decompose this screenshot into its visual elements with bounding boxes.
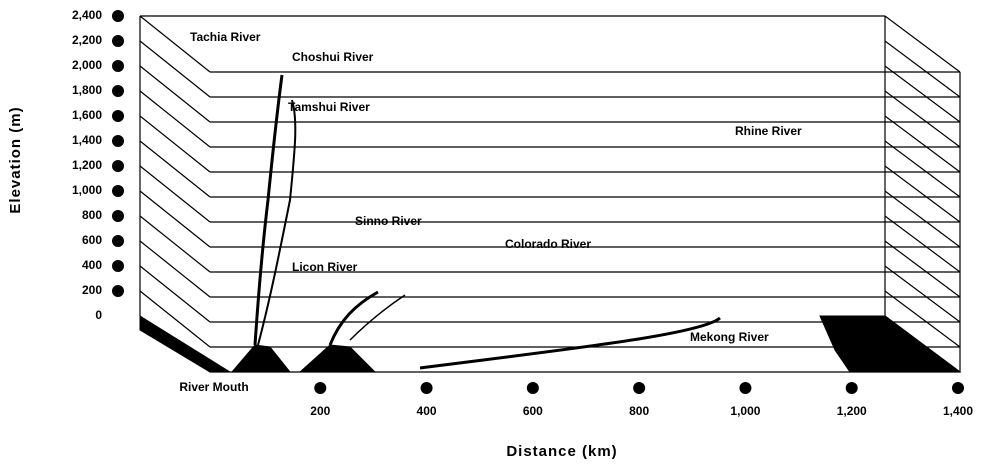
river-label: Mekong River bbox=[690, 330, 769, 344]
y-tick-dot bbox=[112, 10, 124, 22]
river-label: Tachia River bbox=[190, 30, 261, 44]
y-axis-title: Elevation (m) bbox=[7, 106, 24, 213]
x-tick-dot bbox=[846, 382, 858, 394]
grid-line bbox=[140, 141, 210, 197]
x-tick-dot bbox=[739, 382, 751, 394]
river-label: Rhine River bbox=[735, 124, 802, 138]
y-tick-label: 1,000 bbox=[72, 183, 102, 197]
x-tick-label: 1,400 bbox=[943, 404, 973, 418]
y-tick-label: 2,400 bbox=[72, 8, 102, 22]
x-tick-dot bbox=[633, 382, 645, 394]
grid-line bbox=[140, 241, 210, 297]
x-tick-label: 1,000 bbox=[730, 404, 760, 418]
grid-line bbox=[885, 41, 960, 97]
x-tick-dot bbox=[952, 382, 964, 394]
grid-line bbox=[140, 91, 210, 147]
x-tick-dot bbox=[421, 382, 433, 394]
y-tick-label: 1,600 bbox=[72, 108, 102, 122]
y-tick-label: 2,000 bbox=[72, 58, 102, 72]
river-label: Sinno River bbox=[355, 214, 422, 228]
grid-line bbox=[140, 316, 210, 372]
y-tick-label: 2,200 bbox=[72, 33, 102, 47]
y-tick-label: 400 bbox=[82, 258, 102, 272]
y-tick-dot bbox=[112, 235, 124, 247]
y-tick-dot bbox=[112, 260, 124, 272]
grid-line bbox=[140, 191, 210, 247]
y-tick-label: 1,200 bbox=[72, 158, 102, 172]
y-tick-dot bbox=[112, 210, 124, 222]
grid-line bbox=[140, 266, 210, 322]
y-tick-label: 1,400 bbox=[72, 133, 102, 147]
river-label: Colorado River bbox=[505, 237, 591, 251]
x-tick-label: 1,200 bbox=[837, 404, 867, 418]
y-tick-dot bbox=[112, 110, 124, 122]
grid-line bbox=[885, 266, 960, 322]
x-tick-dot bbox=[314, 382, 326, 394]
grid-line bbox=[140, 41, 210, 97]
y-tick-dot bbox=[112, 85, 124, 97]
y-tick-label: 600 bbox=[82, 233, 102, 247]
y-tick-dot bbox=[112, 185, 124, 197]
y-tick-label: 0 bbox=[95, 308, 102, 322]
river-silhouettes bbox=[140, 75, 960, 372]
river-label: Licon River bbox=[292, 260, 358, 274]
river-label: Choshui River bbox=[292, 50, 374, 64]
grid-line bbox=[885, 166, 960, 222]
y-tick-dot bbox=[112, 135, 124, 147]
grid-line bbox=[885, 216, 960, 272]
x-axis-title: Distance (km) bbox=[506, 443, 617, 460]
x-tick-dot bbox=[527, 382, 539, 394]
y-tick-label: 800 bbox=[82, 208, 102, 222]
y-tick-dot bbox=[112, 35, 124, 47]
grid-line bbox=[140, 66, 210, 122]
x-tick-label: 800 bbox=[629, 404, 649, 418]
y-tick-label: 200 bbox=[82, 283, 102, 297]
y-tick-dot bbox=[112, 285, 124, 297]
grid-line bbox=[140, 116, 210, 172]
grid-line bbox=[885, 91, 960, 147]
y-tick-dot bbox=[112, 160, 124, 172]
grid-line bbox=[885, 66, 960, 122]
x-tick-label: 200 bbox=[310, 404, 330, 418]
x-tick-label: River Mouth bbox=[179, 380, 248, 394]
chart: Distance (km) Elevation (m) 0 200 400 600 80… bbox=[0, 0, 981, 468]
grid-line bbox=[140, 166, 210, 222]
grid-line bbox=[885, 141, 960, 197]
y-tick-dot bbox=[112, 60, 124, 72]
grid-line bbox=[885, 116, 960, 172]
x-tick-label: 400 bbox=[417, 404, 437, 418]
grid-line bbox=[885, 241, 960, 297]
river-label: Tamshui River bbox=[288, 100, 370, 114]
y-tick-label: 1,800 bbox=[72, 83, 102, 97]
grid-line bbox=[885, 16, 960, 72]
grid-line bbox=[140, 216, 210, 272]
grid-line bbox=[885, 191, 960, 247]
x-tick-label: 600 bbox=[523, 404, 543, 418]
